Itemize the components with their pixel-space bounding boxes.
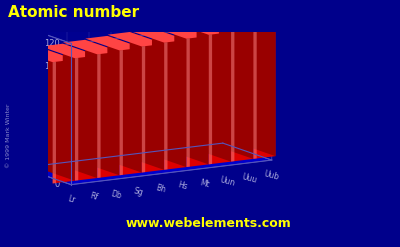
Polygon shape: [209, 32, 231, 164]
Polygon shape: [120, 48, 142, 175]
Polygon shape: [219, 16, 253, 159]
Text: Db: Db: [109, 189, 122, 200]
Polygon shape: [107, 36, 142, 173]
Polygon shape: [120, 50, 123, 175]
Polygon shape: [197, 16, 253, 31]
Polygon shape: [253, 27, 257, 159]
Polygon shape: [22, 2, 223, 168]
Polygon shape: [196, 20, 231, 162]
Text: Uun: Uun: [219, 175, 236, 188]
Text: Uub: Uub: [263, 170, 280, 182]
Text: 20: 20: [49, 157, 60, 165]
Polygon shape: [219, 12, 276, 27]
Polygon shape: [152, 28, 186, 167]
Text: © 1999 Mark Winter: © 1999 Mark Winter: [6, 103, 11, 168]
Polygon shape: [41, 44, 97, 58]
Polygon shape: [63, 44, 97, 178]
Polygon shape: [241, 12, 276, 156]
Text: 80: 80: [49, 86, 60, 95]
Polygon shape: [231, 31, 234, 162]
Polygon shape: [22, 143, 272, 185]
Polygon shape: [142, 46, 145, 172]
Text: Mt: Mt: [199, 178, 211, 189]
Text: www.webelements.com: www.webelements.com: [125, 217, 291, 230]
Text: 100: 100: [44, 62, 60, 71]
Polygon shape: [186, 36, 208, 167]
Polygon shape: [253, 24, 276, 159]
Text: Bh: Bh: [154, 183, 166, 195]
Polygon shape: [108, 32, 164, 46]
Text: Atomic number: Atomic number: [8, 5, 139, 20]
Polygon shape: [40, 48, 75, 181]
Polygon shape: [152, 24, 208, 39]
Polygon shape: [164, 42, 168, 170]
Polygon shape: [223, 2, 272, 160]
Polygon shape: [75, 56, 97, 181]
Text: Uuu: Uuu: [241, 172, 258, 185]
Text: Lr: Lr: [66, 194, 76, 205]
Polygon shape: [142, 44, 164, 172]
Polygon shape: [130, 32, 164, 170]
Polygon shape: [97, 54, 100, 178]
Polygon shape: [231, 28, 253, 162]
Text: 40: 40: [49, 133, 60, 142]
Polygon shape: [97, 52, 119, 178]
Text: 120: 120: [44, 39, 60, 48]
Polygon shape: [85, 40, 119, 175]
Text: Rf: Rf: [88, 191, 98, 202]
Polygon shape: [130, 28, 186, 43]
Polygon shape: [18, 48, 75, 62]
Polygon shape: [85, 36, 142, 50]
Text: Hs: Hs: [177, 181, 188, 192]
Text: 0: 0: [54, 180, 60, 189]
Polygon shape: [209, 34, 212, 164]
Polygon shape: [164, 40, 186, 170]
Text: 60: 60: [49, 109, 60, 119]
Polygon shape: [174, 20, 231, 35]
Polygon shape: [174, 24, 208, 164]
Polygon shape: [53, 62, 56, 184]
Polygon shape: [53, 60, 75, 184]
Text: Sg: Sg: [132, 186, 144, 197]
Polygon shape: [63, 40, 119, 54]
Polygon shape: [186, 38, 190, 167]
Polygon shape: [75, 58, 78, 181]
